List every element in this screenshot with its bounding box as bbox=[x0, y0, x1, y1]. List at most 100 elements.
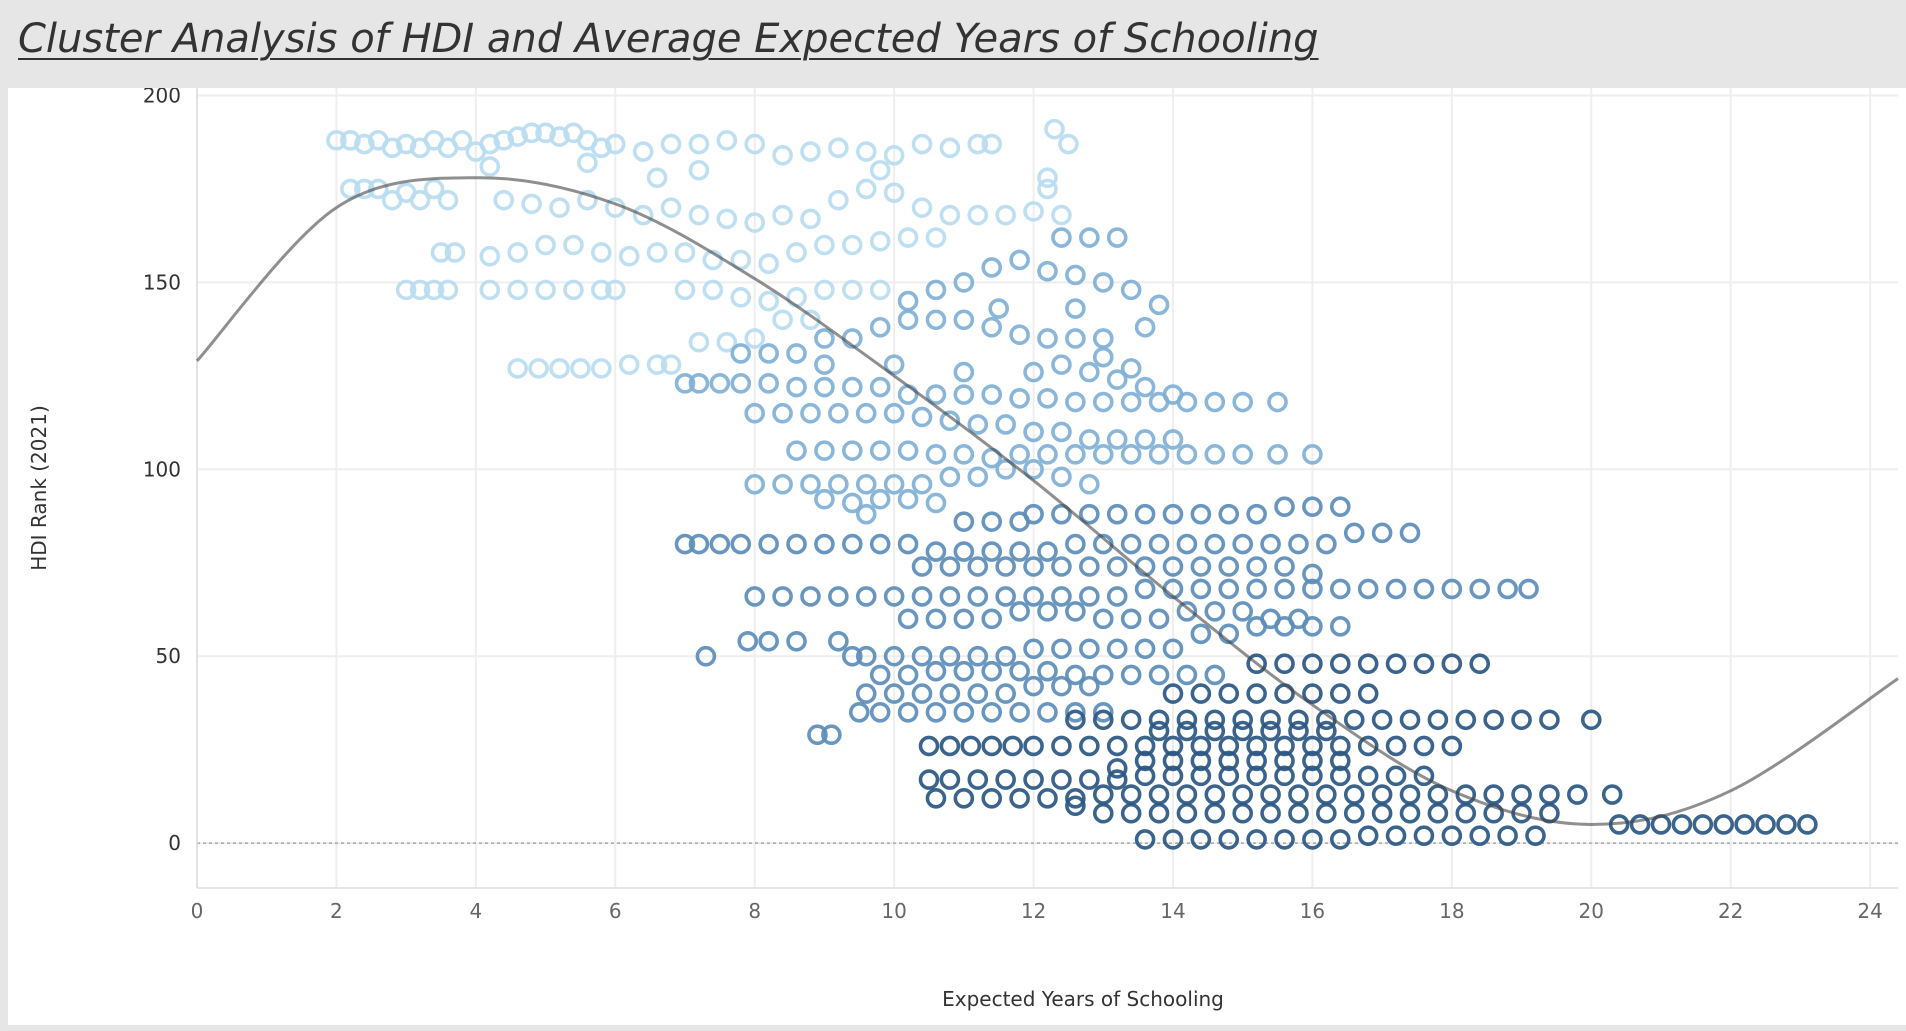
data-point bbox=[1246, 556, 1267, 577]
data-point bbox=[1079, 556, 1100, 577]
data-point bbox=[1413, 735, 1435, 757]
data-point bbox=[1092, 784, 1114, 805]
data-point bbox=[1162, 765, 1184, 787]
data-point bbox=[1371, 802, 1393, 824]
x-tick-label: 22 bbox=[1718, 899, 1743, 923]
data-point bbox=[1302, 735, 1323, 757]
data-point bbox=[716, 130, 738, 151]
data-point bbox=[911, 406, 933, 428]
data-point bbox=[828, 473, 849, 495]
data-point bbox=[967, 133, 989, 155]
data-point bbox=[688, 373, 710, 394]
data-point bbox=[1204, 802, 1226, 824]
data-point bbox=[842, 234, 863, 256]
data-point bbox=[1385, 653, 1407, 675]
data-point bbox=[1218, 735, 1240, 757]
data-point bbox=[1399, 802, 1421, 824]
data-point bbox=[1190, 578, 1212, 600]
data-point bbox=[340, 178, 361, 200]
data-point bbox=[1518, 578, 1539, 600]
data-point bbox=[1204, 720, 1226, 742]
data-point bbox=[1009, 787, 1030, 809]
data-point bbox=[1051, 204, 1072, 226]
data-point bbox=[1065, 444, 1086, 465]
data-point bbox=[869, 316, 891, 338]
data-point bbox=[911, 556, 933, 577]
data-point bbox=[939, 466, 961, 488]
data-point bbox=[430, 242, 452, 263]
data-point bbox=[535, 122, 556, 144]
data-point bbox=[981, 257, 1003, 278]
data-point bbox=[1065, 709, 1086, 731]
data-point bbox=[744, 473, 766, 495]
data-point bbox=[897, 664, 919, 686]
data-point bbox=[1469, 653, 1491, 675]
data-point bbox=[814, 279, 835, 301]
data-point bbox=[869, 230, 891, 252]
data-point bbox=[1288, 802, 1309, 824]
data-point bbox=[988, 298, 1010, 319]
data-point bbox=[869, 159, 891, 181]
data-point bbox=[1162, 829, 1184, 850]
data-point bbox=[1120, 358, 1142, 379]
data-point bbox=[1302, 496, 1323, 517]
data-point bbox=[883, 473, 905, 495]
data-points bbox=[326, 118, 1818, 850]
x-tick-label: 20 bbox=[1579, 899, 1604, 923]
data-point bbox=[688, 204, 710, 226]
data-point bbox=[842, 279, 863, 301]
data-point bbox=[1329, 829, 1351, 850]
data-point bbox=[1357, 653, 1379, 675]
data-point bbox=[1190, 735, 1212, 757]
data-point bbox=[1037, 601, 1058, 622]
data-point bbox=[1092, 391, 1114, 413]
data-point bbox=[1246, 503, 1267, 525]
cluster-3 bbox=[674, 496, 1539, 746]
data-point bbox=[730, 533, 752, 555]
data-point bbox=[1497, 578, 1518, 600]
data-point bbox=[828, 630, 849, 652]
x-tick-label: 24 bbox=[1857, 899, 1882, 923]
data-point bbox=[1692, 814, 1714, 835]
data-point bbox=[709, 533, 731, 555]
data-point bbox=[897, 701, 919, 723]
data-point bbox=[1037, 387, 1058, 409]
x-tick-label: 10 bbox=[881, 899, 906, 923]
data-point bbox=[591, 279, 612, 301]
data-point bbox=[1302, 578, 1323, 600]
data-point bbox=[1357, 765, 1379, 787]
data-point bbox=[591, 358, 612, 379]
data-point bbox=[1176, 709, 1198, 731]
data-point bbox=[911, 645, 933, 667]
data-point bbox=[744, 328, 766, 349]
data-point bbox=[1274, 829, 1295, 850]
data-point bbox=[1065, 298, 1086, 319]
data-point bbox=[1079, 675, 1100, 697]
data-point bbox=[737, 630, 759, 652]
data-point bbox=[995, 586, 1016, 607]
data-point bbox=[632, 204, 654, 226]
data-point bbox=[1190, 683, 1212, 704]
data-point bbox=[855, 645, 877, 667]
data-point bbox=[1399, 784, 1421, 805]
data-point bbox=[869, 440, 891, 461]
data-point bbox=[953, 541, 975, 562]
data-point bbox=[1413, 825, 1435, 846]
data-point bbox=[660, 133, 682, 155]
data-point bbox=[1469, 825, 1491, 846]
data-point bbox=[1092, 709, 1114, 731]
data-point bbox=[688, 159, 710, 181]
data-point bbox=[918, 769, 940, 790]
data-point bbox=[1204, 784, 1226, 805]
data-point bbox=[1734, 814, 1755, 835]
data-point bbox=[1260, 533, 1281, 555]
data-point bbox=[1267, 444, 1288, 465]
data-point bbox=[1176, 533, 1198, 555]
data-point bbox=[1134, 735, 1156, 757]
data-point bbox=[1148, 709, 1170, 731]
data-point bbox=[981, 511, 1003, 532]
data-point bbox=[1023, 459, 1044, 480]
data-point bbox=[1232, 533, 1253, 555]
data-point bbox=[1092, 802, 1114, 824]
